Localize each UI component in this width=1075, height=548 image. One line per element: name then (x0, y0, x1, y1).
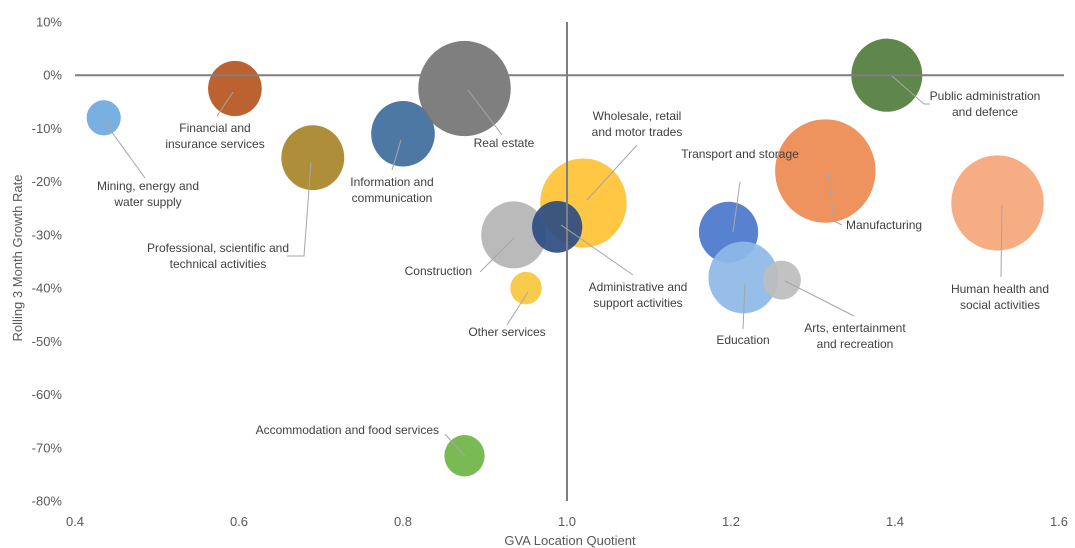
leader-line-other-services (506, 291, 529, 326)
leader-line-real-estate (467, 89, 503, 136)
bubble-education (708, 241, 779, 314)
leader-line-administrative-and-support-activities (560, 224, 634, 276)
bubbles-layer (86, 38, 1044, 477)
bubble-labels-layer: Mining, energy and water supply Financial … (97, 89, 1049, 437)
label-line: Real estate (474, 136, 535, 150)
label-professional-scientific-and-technical-activities: Professional, scientific and technical ac… (147, 241, 289, 271)
y-tick-label: -20% (32, 174, 63, 189)
leader-line-manufacturing (827, 171, 843, 226)
label-line: insurance services (165, 137, 264, 151)
label-other-services: Other services (468, 325, 545, 339)
label-line: Arts, entertainment (804, 321, 906, 335)
label-line: Accommodation and food services (256, 423, 439, 437)
leader-line-human-health-and-social-activities (1000, 204, 1003, 278)
leader-line-mining-energy-and-water-supply (105, 123, 146, 179)
y-tick-label: -50% (32, 334, 63, 349)
label-line: Human health and (951, 282, 1049, 296)
x-axis-ticks: 0.4 0.6 0.8 1.0 1.2 1.4 1.6 (66, 514, 1068, 529)
leader-lines-layer (105, 75, 1003, 457)
leader-line-professional-scientific-and-technical-activities (287, 161, 312, 257)
leader-line-accommodation-and-food-services (444, 433, 466, 457)
label-line: Administrative and (589, 280, 688, 294)
bubble-real-estate (418, 40, 511, 137)
y-axis-ticks: 10% 0% -10% -20% -30% -40% -50% -60% -70% -80% (32, 15, 63, 509)
bubble-construction (481, 201, 547, 269)
y-tick-label: 0% (43, 68, 62, 83)
label-line: support activities (593, 296, 682, 310)
label-line: social activities (960, 298, 1040, 312)
label-human-health-and-social-activities: Human health and social activities (951, 282, 1049, 312)
label-line: Professional, scientific and (147, 241, 289, 255)
y-tick-label: -60% (32, 387, 63, 402)
label-real-estate: Real estate (474, 136, 535, 150)
label-line: Financial and (179, 121, 250, 135)
leader-line-education (742, 283, 746, 330)
x-tick-label: 1.6 (1050, 514, 1068, 529)
bubble-mining-energy-and-water-supply (86, 100, 121, 136)
y-tick-label: -10% (32, 121, 63, 136)
label-administrative-and-support-activities: Administrative and support activities (589, 280, 688, 310)
leader-line-transport-and-storage (732, 181, 741, 233)
bubble-manufacturing (775, 119, 876, 223)
label-line: Public administration (930, 89, 1041, 103)
x-tick-label: 0.6 (230, 514, 248, 529)
leader-line-arts-entertainment-and-recreation (784, 280, 855, 317)
y-axis-title: Rolling 3 Month Growth Rate (10, 175, 25, 342)
label-financial-and-insurance-services: Financial and insurance services (165, 121, 264, 151)
label-line: Construction (405, 264, 472, 278)
label-line: Wholesale, retail (593, 109, 682, 123)
label-line: water supply (113, 195, 181, 209)
bubble-other-services (510, 271, 542, 305)
label-construction: Construction (405, 264, 472, 278)
x-axis-title: GVA Location Quotient (504, 533, 636, 548)
leader-line-financial-and-insurance-services (216, 91, 234, 117)
x-tick-label: 1.2 (722, 514, 740, 529)
y-tick-label: 10% (36, 15, 62, 30)
y-tick-label: -40% (32, 281, 63, 296)
label-line: and defence (952, 105, 1018, 119)
bubble-administrative-and-support-activities (532, 201, 583, 253)
leader-line-information-and-communication (391, 139, 402, 171)
leader-line-construction (479, 237, 515, 273)
x-tick-label: 0.8 (394, 514, 412, 529)
y-tick-label: -30% (32, 227, 63, 242)
x-tick-label: 0.4 (66, 514, 84, 529)
label-line: Mining, energy and (97, 179, 199, 193)
leader-line-wholesale-retail-and-motor-trades (586, 144, 638, 201)
label-line: Transport and storage (681, 147, 799, 161)
label-accommodation-and-food-services: Accommodation and food services (256, 423, 439, 437)
label-line: Other services (468, 325, 545, 339)
label-wholesale-retail-and-motor-trades: Wholesale, retail and motor trades (592, 109, 683, 139)
leader-line-public-administration-and-defence (891, 75, 930, 105)
x-tick-label: 1.0 (558, 514, 576, 529)
y-tick-label: -70% (32, 440, 63, 455)
label-line: and motor trades (592, 125, 683, 139)
label-line: Education (716, 333, 769, 347)
bubble-information-and-communication (371, 100, 435, 167)
label-line: communication (352, 191, 433, 205)
bubble-human-health-and-social-activities (951, 155, 1044, 251)
label-information-and-communication: Information and communication (350, 175, 433, 205)
label-transport-and-storage: Transport and storage (681, 147, 799, 161)
label-public-administration-and-defence: Public administration and defence (930, 89, 1041, 119)
label-line: and recreation (817, 337, 894, 351)
cross-axis-lines (75, 22, 1064, 501)
x-tick-label: 1.4 (886, 514, 904, 529)
bubble-arts-entertainment-and-recreation (762, 260, 801, 300)
bubble-professional-scientific-and-technical-activities (281, 125, 345, 191)
label-line: technical activities (170, 257, 267, 271)
label-manufacturing: Manufacturing (846, 218, 922, 232)
label-arts-entertainment-and-recreation: Arts, entertainment and recreation (804, 321, 906, 351)
label-mining-energy-and-water-supply: Mining, energy and water supply (97, 179, 199, 209)
bubble-financial-and-insurance-services (208, 60, 262, 117)
y-tick-label: -80% (32, 494, 63, 509)
label-line: Information and (350, 175, 433, 189)
label-line: Manufacturing (846, 218, 922, 232)
label-education: Education (716, 333, 769, 347)
